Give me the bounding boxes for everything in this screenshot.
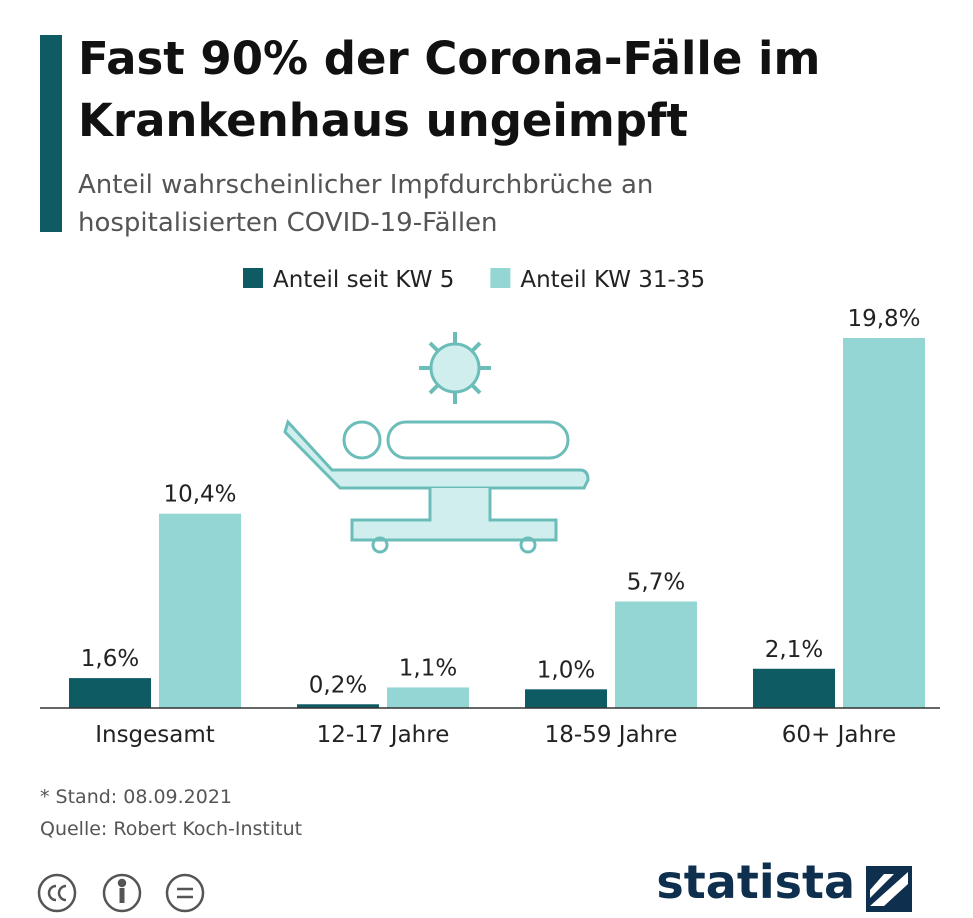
value-label: 1,6% (81, 646, 139, 672)
value-label: 2,1% (765, 637, 823, 663)
illustration (285, 332, 588, 552)
source: Quelle: Robert Koch-Institut (40, 818, 302, 840)
bar (159, 514, 241, 708)
value-label: 0,2% (309, 672, 367, 698)
brand-logo: statista (656, 855, 855, 909)
x-tick-label: 12-17 Jahre (317, 722, 450, 748)
bar (843, 338, 925, 708)
x-tick-label: 18-59 Jahre (545, 722, 678, 748)
value-label: 19,8% (847, 306, 920, 332)
bar (69, 678, 151, 708)
value-label: 1,1% (399, 655, 457, 681)
value-label: 5,7% (627, 569, 685, 595)
footnote: * Stand: 08.09.2021 (40, 786, 232, 808)
brand-mark (866, 866, 912, 912)
page: Fast 90% der Corona-Fälle im Krankenhaus… (0, 0, 973, 918)
chart: statista Anteil seit KW 5 Anteil KW 31-35… (0, 0, 973, 918)
bar (387, 687, 469, 708)
legend-label: Anteil seit KW 5 (273, 267, 454, 293)
x-tick-label: 60+ Jahre (782, 722, 896, 748)
bar (753, 669, 835, 708)
bar (525, 689, 607, 708)
cc-icons (39, 875, 203, 911)
value-label: 10,4% (163, 482, 236, 508)
legend-swatch (243, 268, 263, 288)
legend-label: Anteil KW 31-35 (520, 267, 705, 293)
x-tick-label: Insgesamt (95, 722, 215, 748)
legend-swatch (490, 268, 510, 288)
bar (615, 601, 697, 708)
value-label: 1,0% (537, 657, 595, 683)
